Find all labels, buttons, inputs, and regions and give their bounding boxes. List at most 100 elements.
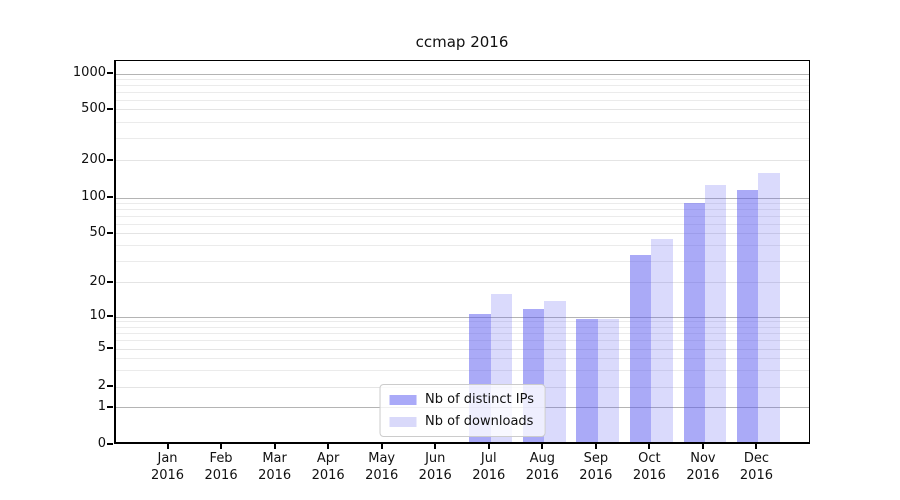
legend-swatch-downloads xyxy=(389,416,417,427)
x-tick-month: Jul xyxy=(480,451,497,466)
x-tick-label-mar: Mar 2016 xyxy=(243,450,307,484)
bar-nb-of-distinct-ips-nov xyxy=(683,203,705,442)
y-gridline-minor xyxy=(116,202,809,204)
y-tick-mark xyxy=(107,315,113,317)
y-tick-mark xyxy=(107,231,113,234)
x-tick-year: 2016 xyxy=(150,468,185,483)
y-tick-label: 10 xyxy=(89,308,106,323)
x-tick-year: 2016 xyxy=(686,468,720,483)
legend-swatch-distinct-ips xyxy=(389,394,417,405)
y-gridline-minor xyxy=(116,216,809,218)
legend-item-distinct-ips: Nb of distinct IPs xyxy=(389,392,534,407)
legend-item-downloads: Nb of downloads xyxy=(389,414,534,429)
y-gridline-minor xyxy=(116,357,809,359)
y-gridline-minor xyxy=(116,209,809,211)
plot-area: Nb of distinct IPs Nb of downloads xyxy=(114,60,810,444)
bar-nb-of-downloads-dec xyxy=(758,173,780,442)
y-gridline-minor xyxy=(116,245,809,247)
y-tick-label: 100 xyxy=(81,189,106,204)
x-tick-month: Jun xyxy=(425,451,446,466)
x-tick-label-nov: Nov 2016 xyxy=(671,450,735,484)
y-gridline-major xyxy=(116,197,809,199)
y-gridline xyxy=(116,348,809,350)
x-tick-month: Apr xyxy=(316,451,340,466)
y-tick-label: 50 xyxy=(89,224,106,240)
x-tick-year: 2016 xyxy=(472,468,506,483)
y-tick-mark xyxy=(107,280,113,283)
x-tick-label-aug: Aug 2016 xyxy=(510,450,574,484)
x-tick-month: May xyxy=(368,451,396,466)
y-tick-label: 1 xyxy=(97,398,106,414)
y-tick-label: 1000 xyxy=(72,65,106,81)
y-tick-mark xyxy=(107,385,113,388)
y-tick-mark xyxy=(107,347,113,349)
x-tick-mark xyxy=(755,444,758,449)
x-tick-mark xyxy=(380,444,383,449)
x-tick-label-sep: Sep 2016 xyxy=(564,450,628,484)
bar-nb-of-downloads-oct xyxy=(651,239,673,442)
x-tick-year: 2016 xyxy=(579,468,613,483)
y-tick-mark xyxy=(107,107,113,110)
y-gridline-minor xyxy=(116,224,809,226)
y-gridline-minor xyxy=(116,332,809,334)
y-tick-label: 200 xyxy=(81,151,106,167)
x-tick-month: Mar xyxy=(262,451,287,466)
x-tick-month: Oct xyxy=(638,451,661,466)
x-tick-mark xyxy=(701,444,704,449)
legend: Nb of distinct IPs Nb of downloads xyxy=(379,384,546,437)
x-tick-mark xyxy=(487,444,490,449)
y-tick-mark xyxy=(107,158,113,161)
y-gridline xyxy=(116,160,809,162)
legend-label-distinct-ips: Nb of distinct IPs xyxy=(425,392,534,407)
y-gridline-minor xyxy=(116,260,809,262)
y-gridline-minor xyxy=(116,326,809,328)
y-gridline-major xyxy=(116,316,809,318)
x-tick-month: Sep xyxy=(583,451,609,466)
x-tick-mark xyxy=(594,444,597,449)
y-tick-label: 0 xyxy=(97,436,106,451)
bar-nb-of-distinct-ips-oct xyxy=(629,254,652,442)
x-tick-month: Dec xyxy=(743,451,770,466)
bar-nb-of-distinct-ips-dec xyxy=(737,189,759,442)
chart-title: ccmap 2016 xyxy=(415,33,509,51)
y-gridline-minor xyxy=(116,100,809,102)
y-gridline xyxy=(116,282,809,284)
y-tick-label: 2 xyxy=(97,378,106,394)
legend-label-downloads: Nb of downloads xyxy=(425,414,534,429)
y-gridline-minor xyxy=(116,121,809,123)
y-gridline-minor xyxy=(116,137,809,139)
y-tick-mark xyxy=(107,196,113,198)
y-gridline-minor xyxy=(116,321,809,323)
y-tick-mark xyxy=(107,443,113,445)
y-gridline-minor xyxy=(116,78,809,80)
bar-nb-of-downloads-nov xyxy=(704,185,727,442)
x-tick-label-oct: Oct 2016 xyxy=(617,450,681,484)
x-tick-year: 2016 xyxy=(204,468,238,483)
x-tick-label-jan: Jan 2016 xyxy=(136,450,200,484)
x-tick-label-may: May 2016 xyxy=(350,450,414,484)
y-tick-mark xyxy=(107,72,113,75)
x-tick-label-jul: Jul 2016 xyxy=(457,450,521,484)
y-tick-label: 500 xyxy=(81,100,106,116)
x-tick-month: Jan xyxy=(157,451,178,466)
x-tick-year: 2016 xyxy=(632,468,666,483)
x-tick-mark xyxy=(541,444,544,449)
x-tick-label-feb: Feb 2016 xyxy=(189,450,253,484)
y-tick-label: 20 xyxy=(89,273,106,289)
x-tick-month: Nov xyxy=(690,451,716,466)
x-tick-year: 2016 xyxy=(525,468,559,483)
y-tick-label: 5 xyxy=(97,340,106,355)
y-gridline-minor xyxy=(116,92,809,94)
x-tick-year: 2016 xyxy=(418,468,452,483)
x-tick-mark xyxy=(166,444,169,449)
x-tick-mark xyxy=(327,444,330,449)
x-tick-month: Aug xyxy=(529,451,555,466)
x-tick-mark xyxy=(648,444,651,449)
x-tick-label-dec: Dec 2016 xyxy=(724,450,788,484)
bar-nb-of-downloads-aug xyxy=(544,301,566,442)
bar-nb-of-downloads-sep xyxy=(597,318,620,442)
x-tick-year: 2016 xyxy=(365,468,399,483)
y-gridline xyxy=(116,109,809,111)
y-gridline-major xyxy=(116,73,809,75)
